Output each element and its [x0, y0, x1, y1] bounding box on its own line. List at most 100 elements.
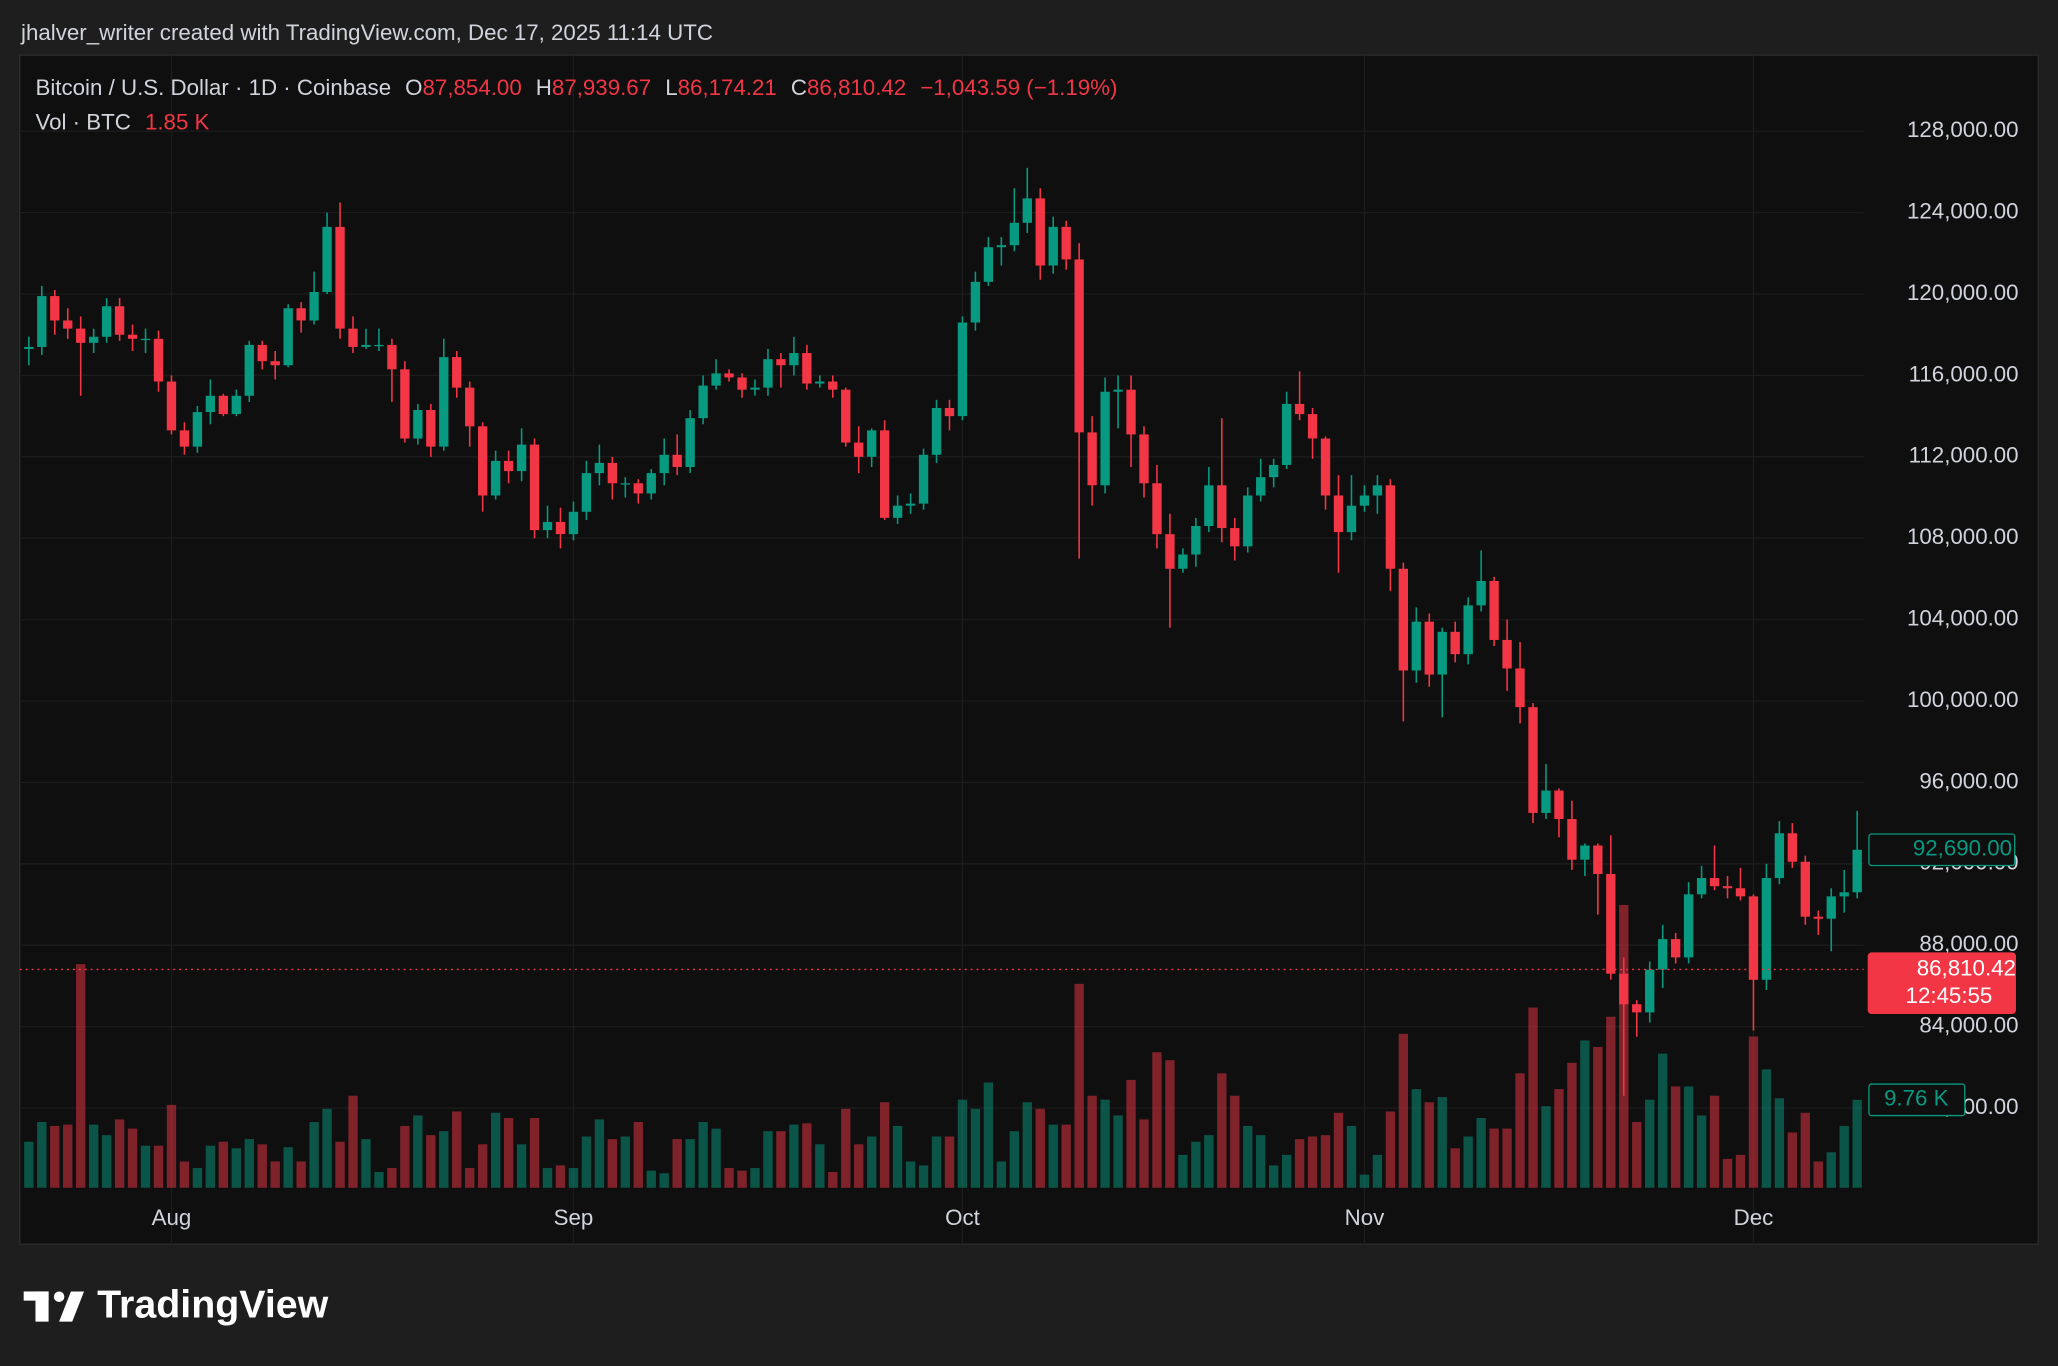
volume-bar: [1722, 1158, 1733, 1188]
volume-bar: [361, 1139, 371, 1188]
volume-bar: [776, 1131, 786, 1188]
volume-bar: [1372, 1154, 1383, 1188]
volume-bar: [76, 964, 86, 1188]
volume-bar: [1567, 1062, 1577, 1188]
volume-bar: [1709, 1095, 1720, 1188]
y-tick-label: 100,000.00: [1907, 687, 2019, 712]
candle-body: [672, 454, 682, 467]
volume-bar: [854, 1144, 864, 1188]
volume-bar: [1294, 1139, 1305, 1188]
volume-bar: [1735, 1154, 1746, 1188]
y-tick-label: 128,000.00: [1907, 117, 2019, 142]
candle-body: [1437, 631, 1447, 675]
candle-body: [1722, 886, 1733, 889]
volume-bar: [1658, 1053, 1668, 1188]
candle-body: [1113, 389, 1123, 392]
volume-bar: [37, 1121, 47, 1188]
candle-body: [1152, 483, 1162, 535]
volume-bar: [1165, 1060, 1175, 1188]
volume-bar: [1645, 1099, 1655, 1188]
ohlc-key: H: [536, 75, 552, 100]
volume-bar: [231, 1148, 241, 1188]
candle-body: [1333, 495, 1344, 533]
candle-layer: [24, 167, 1862, 1096]
candle-body: [1683, 894, 1694, 958]
candle-body: [892, 505, 903, 518]
candle-body: [76, 328, 86, 343]
volume-bar: [568, 1168, 579, 1188]
candle-body: [309, 291, 319, 321]
volume-bar: [1476, 1118, 1486, 1188]
volume-bar: [166, 1104, 177, 1188]
volume-bar: [1826, 1152, 1836, 1188]
candle-body: [1256, 477, 1266, 496]
candle-body: [166, 381, 177, 431]
candle-body: [426, 410, 436, 447]
candle-body: [1398, 568, 1409, 671]
volume-bar: [24, 1141, 34, 1188]
candle-body: [620, 483, 630, 485]
candle-body: [1800, 861, 1810, 917]
volume-bar: [1256, 1135, 1266, 1188]
candle-body: [867, 430, 877, 457]
volume-bar: [1217, 1073, 1227, 1188]
volume-bar: [50, 1125, 60, 1188]
y-tick-label: 108,000.00: [1907, 524, 2019, 549]
volume-value: 1.85 K: [145, 109, 210, 134]
volume-bar: [1113, 1115, 1123, 1188]
candle-body: [529, 444, 540, 531]
x-tick-label: Aug: [152, 1205, 192, 1230]
volume-bar: [646, 1170, 656, 1188]
volume-bar: [1774, 1098, 1785, 1188]
candle-body: [1074, 259, 1084, 433]
y-tick-label: 116,000.00: [1909, 361, 2019, 386]
volume-title: Vol · BTC: [35, 109, 130, 134]
volume-bar: [516, 1144, 527, 1188]
candle-body: [1541, 790, 1551, 813]
volume-bar: [867, 1136, 877, 1188]
volume-bar: [698, 1121, 708, 1188]
volume-bar: [750, 1168, 760, 1188]
volume-bar: [1580, 1040, 1590, 1188]
ohlc-key: C: [791, 75, 807, 100]
volume-bar: [244, 1139, 254, 1188]
candle-body: [1774, 833, 1785, 879]
volume-bar: [1152, 1052, 1162, 1188]
volume-bar: [1852, 1099, 1862, 1188]
candle-body: [37, 296, 47, 347]
volume-bar: [594, 1119, 605, 1188]
candle-body: [568, 511, 579, 535]
volume-bar: [1204, 1135, 1214, 1188]
volume-bar: [88, 1124, 99, 1188]
candle-body: [802, 353, 812, 384]
candle-body: [1748, 896, 1759, 980]
volume-bar: [192, 1168, 203, 1188]
y-tick-label: 120,000.00: [1907, 280, 2019, 305]
candle-body: [1087, 432, 1097, 486]
volume-bar: [1385, 1111, 1396, 1188]
x-tick-label: Dec: [1734, 1205, 1774, 1230]
volume-bar: [1307, 1136, 1318, 1188]
ohlc-key: L: [665, 75, 677, 100]
candle-body: [815, 381, 825, 384]
candle-body: [970, 281, 981, 323]
candle-body: [465, 387, 475, 427]
y-tick-label: 84,000.00: [1919, 1012, 2018, 1037]
candle-body: [1035, 198, 1045, 266]
candle-body: [257, 344, 267, 362]
volume-bar: [1359, 1174, 1370, 1188]
volume-bar: [931, 1136, 942, 1188]
candle-body: [361, 344, 371, 347]
volume-bar: [1126, 1079, 1136, 1188]
candle-body: [516, 444, 527, 472]
candle-body: [1476, 580, 1486, 606]
candle-body: [1645, 969, 1655, 1013]
candle-body: [1281, 403, 1292, 465]
candle-body: [1424, 621, 1434, 675]
ohlc-value: 87,854.00: [423, 75, 522, 100]
volume-bar: [101, 1135, 112, 1188]
candle-body: [1839, 892, 1849, 897]
volume-bar: [452, 1111, 462, 1188]
symbol: Bitcoin / U.S. Dollar · 1D · Coinbase: [35, 75, 391, 100]
